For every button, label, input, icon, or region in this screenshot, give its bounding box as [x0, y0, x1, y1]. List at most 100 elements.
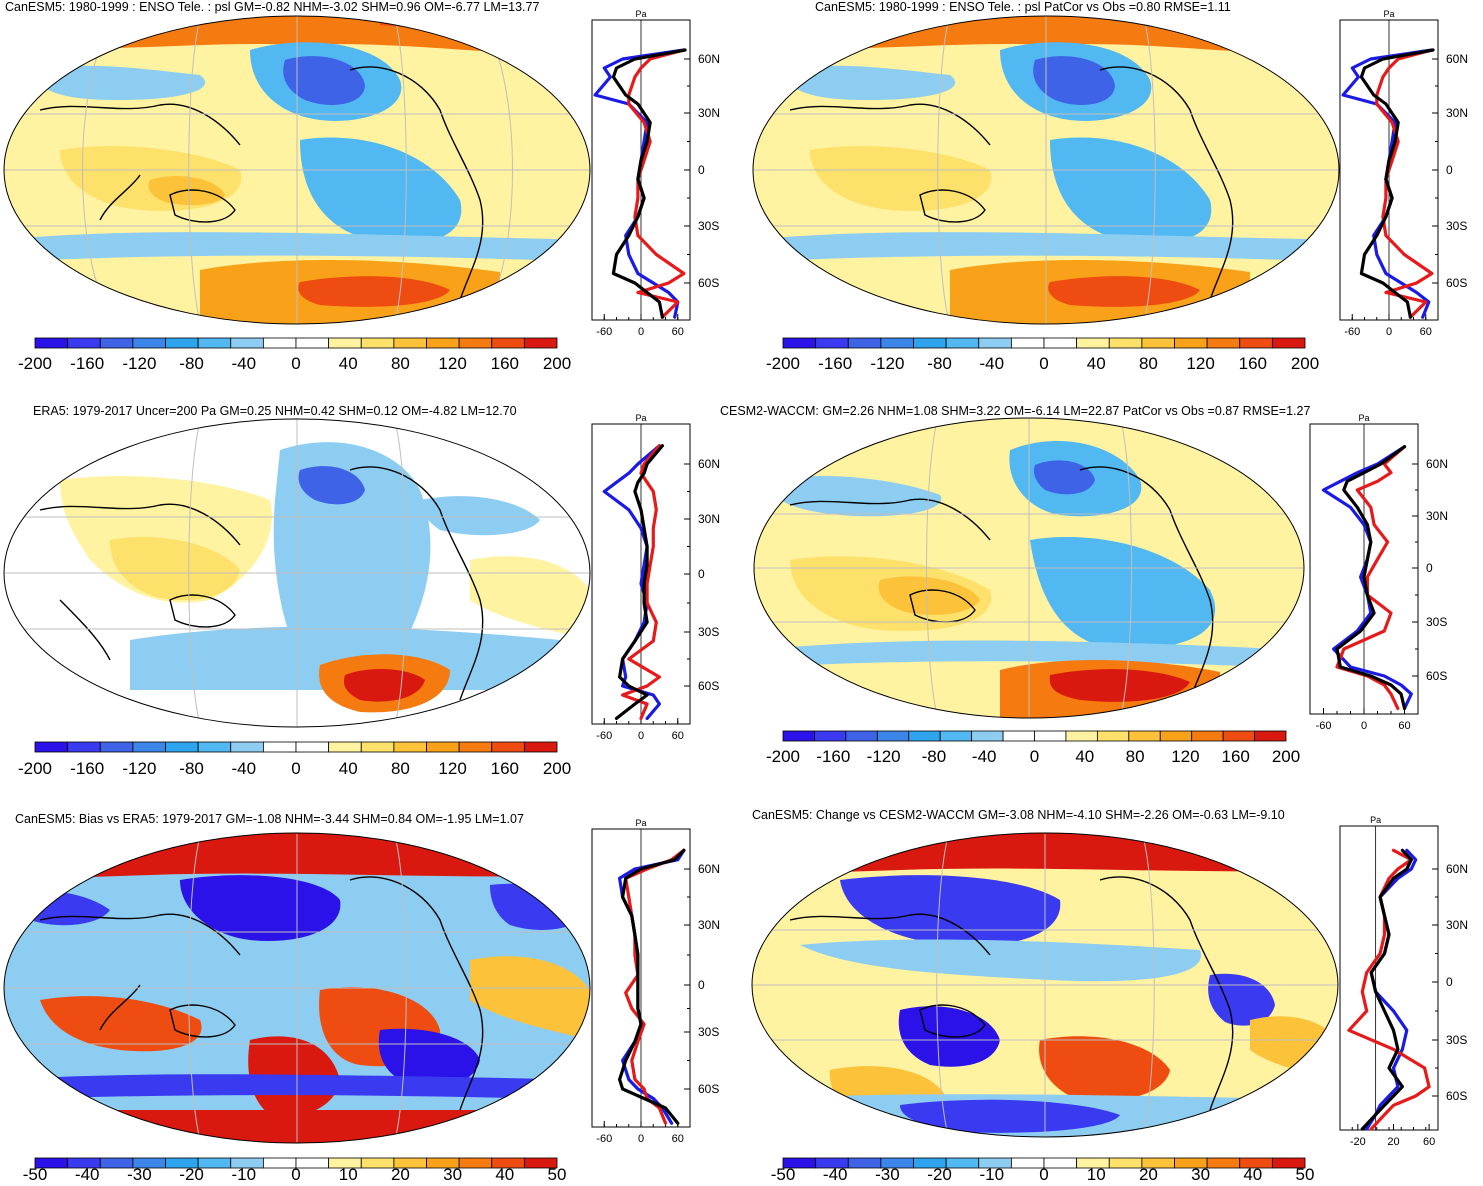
colorbar-swatch — [165, 741, 199, 753]
zonal-unit-label: Pa — [1358, 413, 1369, 423]
panel-4: CESM2-WACCM: GM=2.26 NHM=1.08 SHM=3.22 O… — [720, 404, 1448, 766]
colorbar-swatch — [99, 741, 134, 753]
zonal-lat-tick-label: 30N — [1426, 509, 1448, 523]
zonal-series-black — [1335, 445, 1407, 710]
colorbar-tick-label: -20 — [179, 1165, 204, 1181]
panel-2-colorbar: -200 -160 -120 -80 -40 0 40 80 120 160 200 — [766, 337, 1319, 373]
map-anomaly-negative-npacific-core — [298, 466, 365, 505]
colorbar-swatch — [491, 741, 525, 753]
zonal-x-tick-label: 0 — [638, 730, 644, 742]
map-anomaly-positive-maritime-core — [878, 576, 980, 615]
zonal-lat-tick-label: 0 — [1446, 975, 1453, 989]
zonal-x-tick-label: -20 — [1350, 1136, 1366, 1148]
colorbar-tick-label: 120 — [438, 759, 466, 778]
map-anomaly-positive-arctic — [752, 833, 1338, 875]
colorbar-swatch — [939, 730, 973, 742]
colorbar-swatch — [1002, 730, 1035, 742]
zonal-lat-tick-label: 30S — [1446, 219, 1467, 233]
map-anomaly-negative-tropical-pacific — [1050, 137, 1212, 244]
colorbar-tick-label: 80 — [391, 354, 410, 373]
map-anomaly-positive-tropical — [40, 996, 202, 1052]
colorbar-tick-label: -80 — [179, 354, 204, 373]
colorbar-swatch — [426, 337, 460, 349]
colorbar-tick-label: 30 — [1191, 1165, 1210, 1181]
zonal-x-tick-label: 60 — [1398, 720, 1410, 732]
panel-5-map-border — [3, 832, 591, 1144]
panel-1-map-border — [3, 15, 591, 325]
panel-3-map-border — [3, 418, 591, 728]
zonal-lat-tick-label: 30S — [1426, 615, 1447, 629]
colorbar-tick-label: 0 — [291, 759, 300, 778]
zonal-lat-tick-label: 30S — [1446, 1033, 1467, 1047]
map-gridlines — [4, 834, 590, 1142]
zonal-series-red — [1375, 48, 1434, 319]
colorbar-swatch — [1271, 1157, 1306, 1169]
colorbar-tick-label: -40 — [980, 354, 1005, 373]
zonal-series-red — [1347, 848, 1431, 1131]
colorbar-swatch — [67, 337, 101, 349]
colorbar-swatch — [393, 741, 427, 753]
colorbar-swatch — [328, 337, 362, 349]
zonal-lat-tick-label: 60S — [698, 1082, 719, 1096]
colorbar-tick-label: 160 — [491, 354, 519, 373]
colorbar-swatch — [1239, 337, 1273, 349]
colorbar-tick-label: -40 — [232, 354, 257, 373]
colorbar-tick-label: 10 — [339, 1165, 358, 1181]
zonal-lat-tick-label: 0 — [1426, 561, 1433, 575]
colorbar-tick-label: 160 — [491, 759, 519, 778]
colorbar-tick-label: -30 — [875, 1165, 900, 1181]
colorbar-swatch — [230, 741, 264, 753]
colorbar-tick-label: 40 — [1087, 354, 1106, 373]
panel-1-zonal-profile: Pa 60N 30N 0 30S 60S -60 0 60 — [591, 9, 720, 338]
map-anomaly-positive-antarctic — [4, 1110, 590, 1143]
colorbar-swatch — [1043, 1157, 1078, 1169]
zonal-lat-tick-label: 60S — [698, 679, 719, 693]
map-anomaly-negative-atlantic — [420, 496, 540, 536]
zonal-x-tick-label: -60 — [596, 730, 612, 742]
map-anomaly-positive-antarctic-core — [343, 668, 425, 702]
map-anomaly-negative-samerica — [1208, 973, 1275, 1026]
panel-4-title: CESM2-WACCM: GM=2.26 NHM=1.08 SHM=3.22 O… — [720, 404, 1310, 418]
map-anomaly-positive-antarctic-core — [1048, 276, 1200, 307]
colorbar-swatch — [1271, 337, 1306, 349]
zonal-x-tick-label: 20 — [1387, 1136, 1399, 1148]
panel-3-title: ERA5: 1979-2017 Uncer=200 Pa GM=0.25 NHM… — [33, 404, 517, 418]
zonal-lat-tick-label: 60S — [1446, 1089, 1467, 1103]
map-coastlines — [789, 876, 1234, 1111]
panel-1: CanESM5: 1980-1999 : ENSO Tele. : psl GM… — [3, 0, 720, 373]
colorbar-tick-label: 50 — [548, 1165, 567, 1181]
panel-4-map-border — [753, 417, 1305, 719]
colorbar-tick-label: -50 — [771, 1165, 796, 1181]
colorbar-tick-label: 40 — [339, 354, 358, 373]
colorbar-tick-label: -120 — [122, 759, 156, 778]
map-anomaly-negative-southern-band — [4, 1074, 590, 1100]
zonal-lat-tick-label: 60N — [698, 52, 720, 66]
colorbar-tick-label: -200 — [766, 747, 800, 766]
colorbar-swatch — [132, 337, 166, 349]
zonal-series-blue — [1321, 445, 1413, 710]
zonal-lat-tick-label: 30S — [698, 1025, 719, 1039]
colorbar-swatch — [295, 1157, 330, 1169]
colorbar-tick-label: 0 — [291, 354, 300, 373]
colorbar-tick-label: 0 — [1039, 1165, 1048, 1181]
colorbar-tick-label: 0 — [1039, 354, 1048, 373]
colorbar-swatch — [393, 337, 427, 349]
colorbar-swatch — [491, 337, 525, 349]
map-anomaly-negative-npacific-core — [283, 56, 365, 105]
map-anomaly-positive-maritime — [110, 536, 240, 601]
panel-5-colorbar: -50 -40 -30 -20 -10 0 10 20 30 40 50 — [23, 1157, 567, 1184]
panel-2-map — [753, 16, 1339, 324]
map-coastlines — [39, 66, 484, 301]
colorbar-tick-label: 200 — [1272, 747, 1300, 766]
colorbar-swatch — [132, 741, 166, 753]
colorbar-swatch — [1096, 730, 1130, 742]
map-anomaly-negative-band — [800, 939, 1202, 982]
colorbar-tick-label: 50 — [1296, 1165, 1315, 1181]
colorbar-swatch — [197, 337, 232, 349]
colorbar-tick-label: -80 — [927, 354, 952, 373]
zonal-x-tick-label: -60 — [596, 326, 612, 338]
colorbar-swatch — [978, 337, 1012, 349]
zonal-series-red — [624, 848, 686, 1125]
colorbar-swatch — [523, 741, 558, 753]
